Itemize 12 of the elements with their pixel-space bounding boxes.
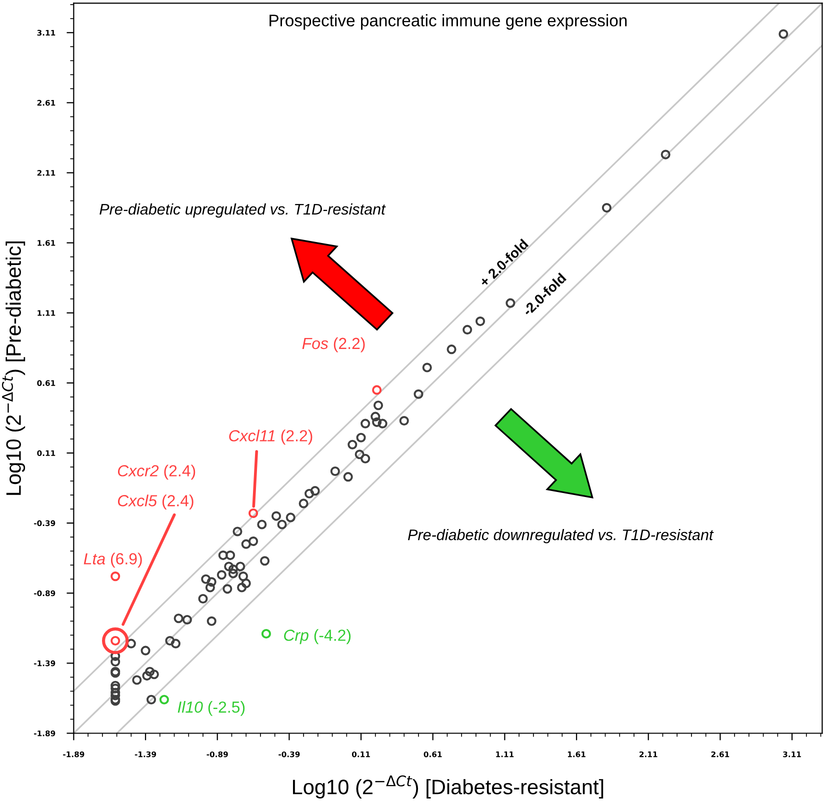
annotation: Cxcr2 (2.4): [118, 464, 196, 480]
annotation: Crp (-4.2): [284, 629, 351, 644]
x-axis-title: Log10 (2$^{−ΔCt}$) [Diabetes-resistant]: [292, 775, 604, 798]
annotation: Lta (6.9): [84, 552, 142, 568]
text: Prospective pancreatic immune gene expression: [270, 14, 627, 30]
annotation: Fos (2.2): [302, 337, 365, 352]
annotation: Pre-diabetic upregulated vs. T1D-resistant: [100, 203, 386, 218]
annotation: Pre-diabetic downregulated vs. T1D-resistant: [408, 529, 714, 544]
annotation: Il10 (-2.5): [178, 701, 245, 716]
annotation: Cxcl11 (2.2): [229, 430, 312, 445]
y-axis-title: Log10 (2$^{−ΔCt}$) [Pre-diabetic]: [2, 241, 26, 495]
annotation: Cxcl5 (2.4): [118, 494, 194, 510]
